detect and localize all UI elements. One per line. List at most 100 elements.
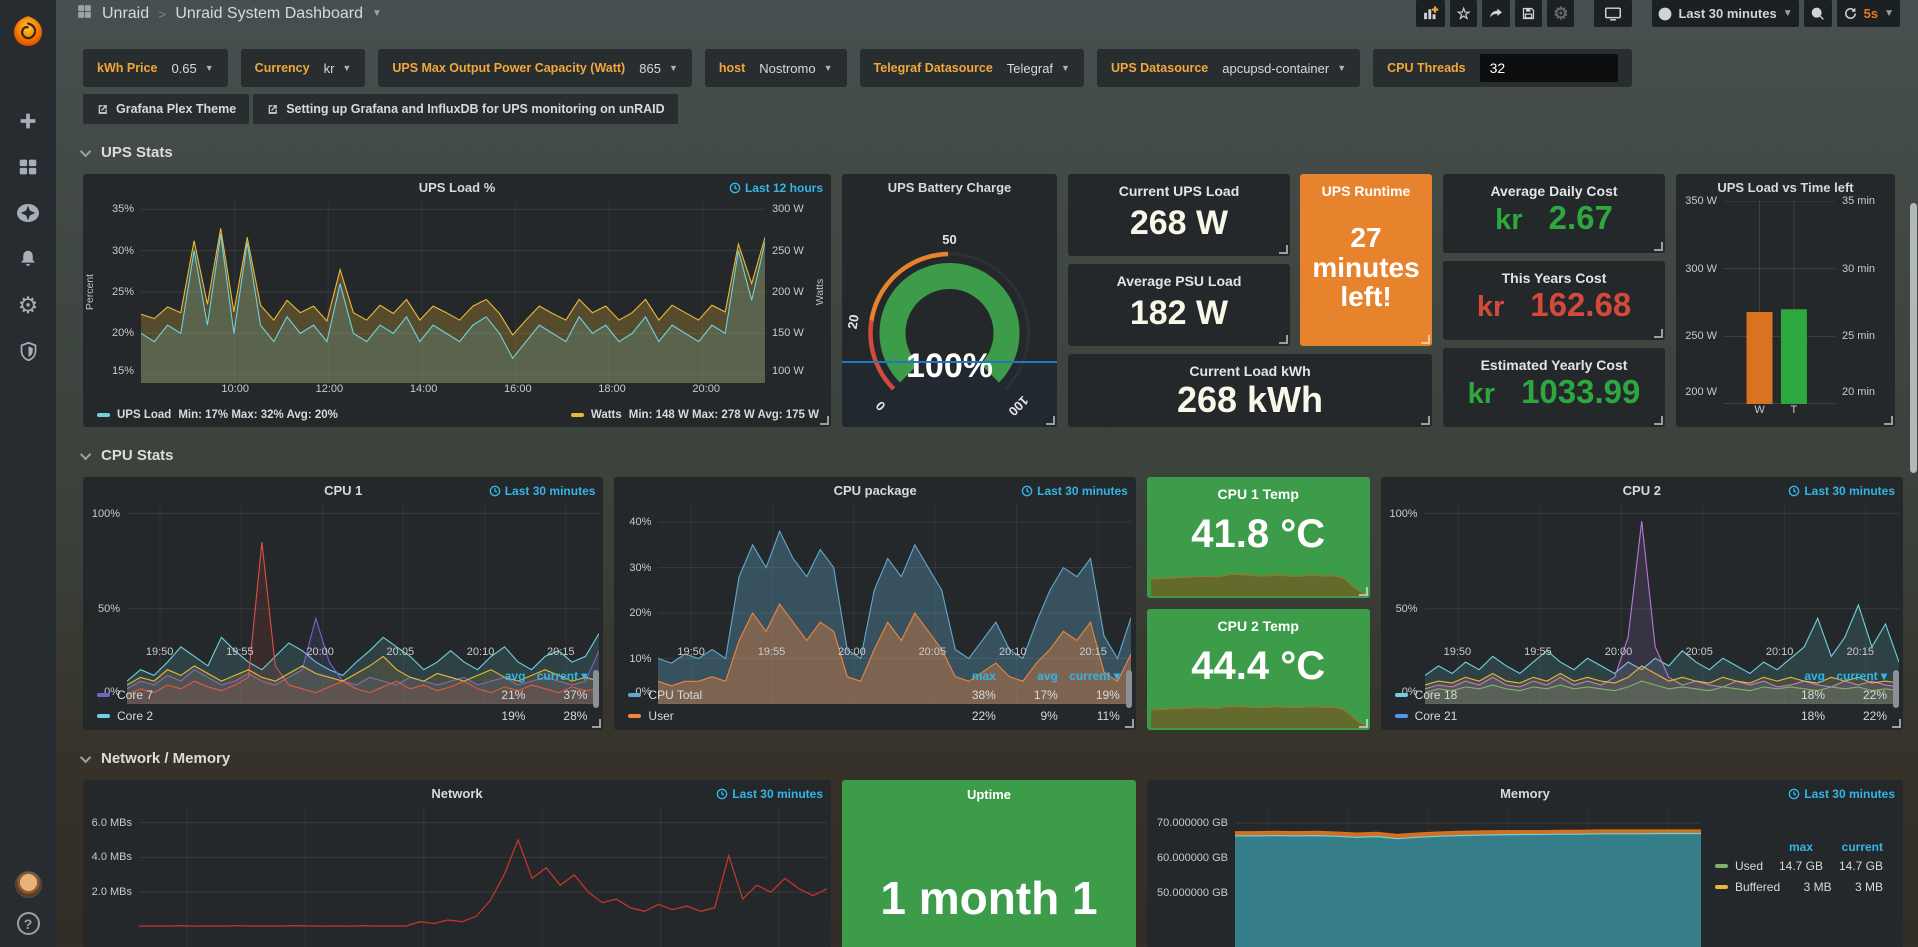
variable-input[interactable] [1479,54,1618,82]
chevron-down-icon: ▼ [204,63,214,73]
panel-title[interactable]: CPU package [833,483,917,498]
legend-scrollbar[interactable] [1125,670,1132,708]
legend-series-core-2[interactable]: Core 2 [97,709,463,723]
scrollbar-thumb[interactable] [1910,203,1917,473]
variable-value[interactable]: kr [323,60,335,76]
legend-column-current[interactable]: current ▾ [1836,669,1888,683]
legend-series-user[interactable]: User [628,709,933,723]
variable-ups-max-output-power[interactable]: UPS Max Output Power Capacity (Watt) 865 ▼ [378,49,692,87]
legend-column-avg[interactable]: avg [504,669,526,683]
configuration-button[interactable]: ⚙ [8,282,48,328]
save-button[interactable] [1515,0,1543,27]
stat-title[interactable]: Average PSU Load [1116,273,1242,289]
legend-column-current[interactable]: current ▾ [536,669,588,683]
network-chart[interactable] [139,807,827,947]
legend-series-used[interactable]: Used [1715,859,1763,873]
explore-button[interactable] [8,190,48,236]
legend-column-avg[interactable]: avg [1037,669,1058,683]
link-grafana-plex-theme[interactable]: Grafana Plex Theme [83,94,250,124]
variable-value[interactable]: Telegraf [1006,60,1054,76]
legend-series-core-7[interactable]: Core 7 [97,688,463,702]
memory-chart[interactable] [1235,807,1701,947]
user-avatar[interactable] [14,871,42,898]
legend-series-core-21[interactable]: Core 21 [1394,709,1763,723]
legend-scrollbar[interactable] [593,670,600,708]
panel-title[interactable]: UPS Battery Charge [887,180,1012,195]
variable-value[interactable]: 0.65 [171,60,197,76]
variable-host[interactable]: host Nostromo ▼ [704,49,847,87]
stat-title[interactable]: Uptime [966,787,1012,802]
stat-value: 1 month 1 [880,872,1098,924]
ups-bar-chart[interactable] [1724,201,1835,404]
page-scrollbar[interactable] [1910,0,1917,947]
stat-title[interactable]: CPU 1 Temp [1217,486,1299,502]
alerting-button[interactable] [8,236,48,282]
link-ups-monitoring-guide[interactable]: Setting up Grafana and InfluxDB for UPS … [253,94,678,124]
legend-scrollbar[interactable] [1893,670,1900,708]
panel-time-range[interactable]: Last 30 minutes [1788,780,1895,807]
panel-title[interactable]: Network [431,786,483,801]
variable-value[interactable]: Nostromo [759,60,816,76]
help-button[interactable]: ? [16,912,40,935]
section-ups-stats[interactable]: UPS Stats [79,144,1903,161]
stat-title[interactable]: CPU 2 Temp [1217,618,1299,634]
grafana-logo-icon[interactable] [8,8,48,54]
variable-kwh-price[interactable]: kWh Price 0.65 ▼ [83,49,228,87]
ups-battery-gauge[interactable]: 0 20 50 100 100% [842,201,1057,427]
legend-series-cpu-total[interactable]: CPU Total [628,688,933,702]
zoom-out-button[interactable] [1803,0,1832,27]
panel-time-range[interactable]: Last 30 minutes [1021,477,1128,504]
legend-column-max[interactable]: max [971,669,996,683]
cpu1-chart[interactable] [127,504,599,704]
section-network-memory[interactable]: Network / Memory [79,750,1903,767]
dashboards-button[interactable] [8,144,48,190]
legend-series-core-18[interactable]: Core 18 [1394,688,1763,702]
variable-currency[interactable]: Currency kr ▼ [240,49,366,87]
cpu-package-chart[interactable] [658,504,1132,704]
time-range-picker[interactable]: Last 30 minutes ▼ [1652,0,1799,27]
legend-column-max[interactable]: max [1788,840,1813,854]
stat-title[interactable]: Current Load kWh [1189,363,1311,379]
panel-time-range[interactable]: Last 12 hours [729,174,823,201]
mark-favorite-button[interactable]: ☆ [1450,0,1478,27]
panel-time-range[interactable]: Last 30 minutes [489,477,595,504]
panel-title[interactable]: UPS Load % [418,180,496,195]
legend-series-watts[interactable]: Watts Min: 148 W Max: 278 W Avg: 175 W [570,409,819,421]
legend-column-avg[interactable]: avg [1804,669,1826,683]
panel-title[interactable]: CPU 1 [324,483,363,498]
variable-value[interactable]: apcupsd-container [1222,60,1330,76]
panel-title[interactable]: CPU 2 [1622,483,1661,498]
cycle-view-button[interactable] [1594,0,1633,27]
legend-series-buffered[interactable]: Buffered [1715,880,1780,894]
legend-row: CPU Total 38% 17% 19% [628,684,1120,705]
legend-column-current[interactable]: current [1841,840,1883,854]
server-admin-button[interactable] [8,328,48,374]
stat-title[interactable]: This Years Cost [1501,270,1607,286]
add-panel-button[interactable] [1416,0,1446,27]
panel-title[interactable]: UPS Load vs Time left [1717,180,1854,195]
refresh-button[interactable]: 5s ▼ [1836,0,1900,27]
variable-value[interactable]: 865 [639,60,661,76]
section-cpu-stats[interactable]: CPU Stats [79,447,1903,464]
stat-title[interactable]: UPS Runtime [1321,183,1411,199]
legend-column-current[interactable]: current ▾ [1069,669,1120,683]
dashboard-title-caret-icon[interactable]: ▼ [371,8,382,19]
dashboard-settings-button[interactable]: ⚙ [1547,0,1575,27]
cpu2-chart[interactable] [1424,504,1899,704]
panel-time-range[interactable]: Last 30 minutes [1788,477,1895,504]
variable-cpu-threads[interactable]: CPU Threads [1373,49,1632,87]
panel-title[interactable]: Memory [1500,786,1550,801]
stat-title[interactable]: Average Daily Cost [1490,183,1618,199]
share-button[interactable] [1482,0,1511,27]
panel-average-psu-load: Average PSU Load 182 W [1068,264,1290,346]
ups-load-chart[interactable] [141,201,765,383]
stat-title[interactable]: Estimated Yearly Cost [1480,357,1628,373]
create-button[interactable] [8,98,48,144]
variable-telegraf-datasource[interactable]: Telegraf Datasource Telegraf ▼ [859,49,1084,87]
dashboard-title[interactable]: Unraid System Dashboard [175,4,363,22]
panel-time-range[interactable]: Last 30 minutes [716,780,823,807]
breadcrumb-app[interactable]: Unraid [102,4,150,22]
legend-series-ups-load[interactable]: UPS Load Min: 17% Max: 32% Avg: 20% [97,409,338,421]
variable-ups-datasource[interactable]: UPS Datasource apcupsd-container ▼ [1096,49,1361,87]
stat-title[interactable]: Current UPS Load [1118,183,1240,199]
